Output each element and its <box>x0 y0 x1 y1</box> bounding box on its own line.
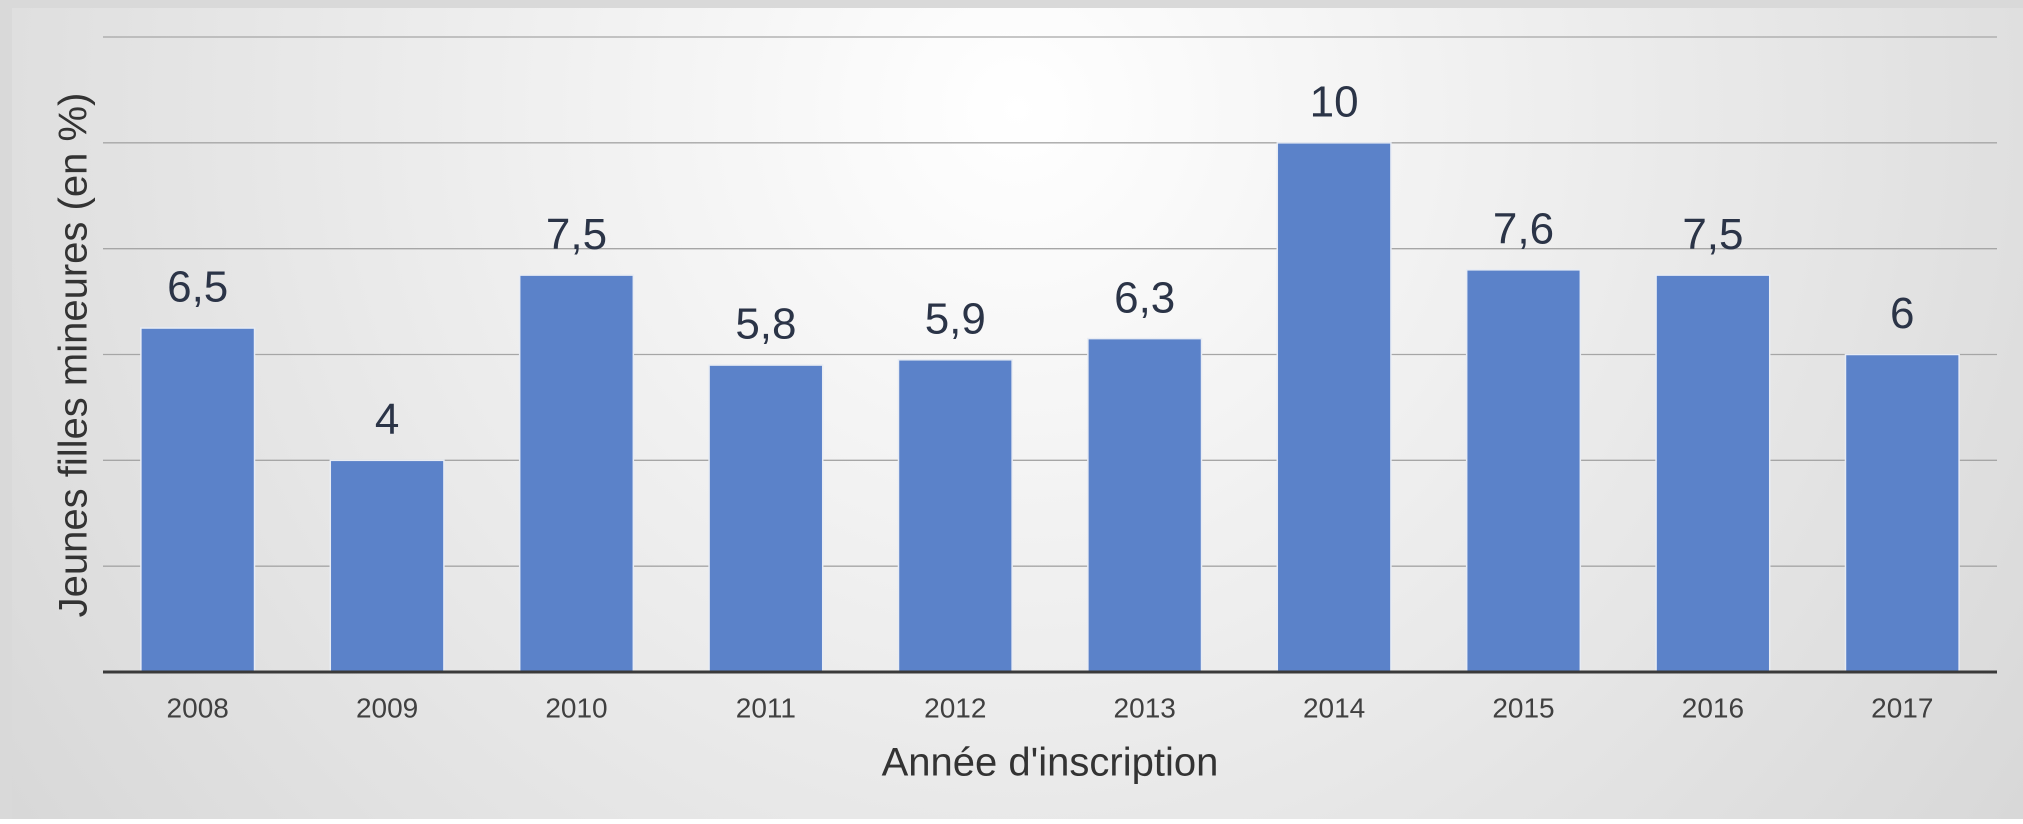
bar <box>1087 337 1203 673</box>
data-label: 6,3 <box>1114 273 1175 322</box>
y-axis-title: Jeunes filles mineures (en %) <box>52 93 96 618</box>
bar <box>140 327 256 673</box>
bar <box>1655 274 1771 673</box>
x-tick-label: 2009 <box>356 692 418 723</box>
x-tick-label: 2012 <box>924 692 986 723</box>
data-label: 4 <box>375 395 399 444</box>
bar <box>1844 353 1960 673</box>
bar <box>518 274 635 673</box>
bar <box>708 364 824 673</box>
x-tick-label: 2017 <box>1871 692 1933 723</box>
data-label: 7,6 <box>1493 204 1554 253</box>
x-tick-label: 2015 <box>1492 692 1554 723</box>
bar <box>1465 269 1582 673</box>
x-tick-label: 2014 <box>1303 692 1365 723</box>
x-tick-label: 2013 <box>1114 692 1176 723</box>
data-label: 7,5 <box>1682 210 1743 259</box>
data-label: 10 <box>1310 77 1359 126</box>
data-label: 6 <box>1890 289 1914 338</box>
x-tick-label: 2016 <box>1682 692 1744 723</box>
data-label: 5,8 <box>735 300 796 349</box>
data-label: 6,5 <box>167 263 228 312</box>
bar <box>1276 142 1392 673</box>
data-label: 5,9 <box>925 294 986 343</box>
x-axis-title: Année d'inscription <box>882 741 1219 785</box>
bar <box>329 459 445 673</box>
x-tick-label: 2008 <box>167 692 229 723</box>
data-label: 7,5 <box>546 210 607 259</box>
bar <box>897 359 1013 673</box>
x-tick-label: 2010 <box>545 692 607 723</box>
x-tick-label: 2011 <box>736 692 796 723</box>
